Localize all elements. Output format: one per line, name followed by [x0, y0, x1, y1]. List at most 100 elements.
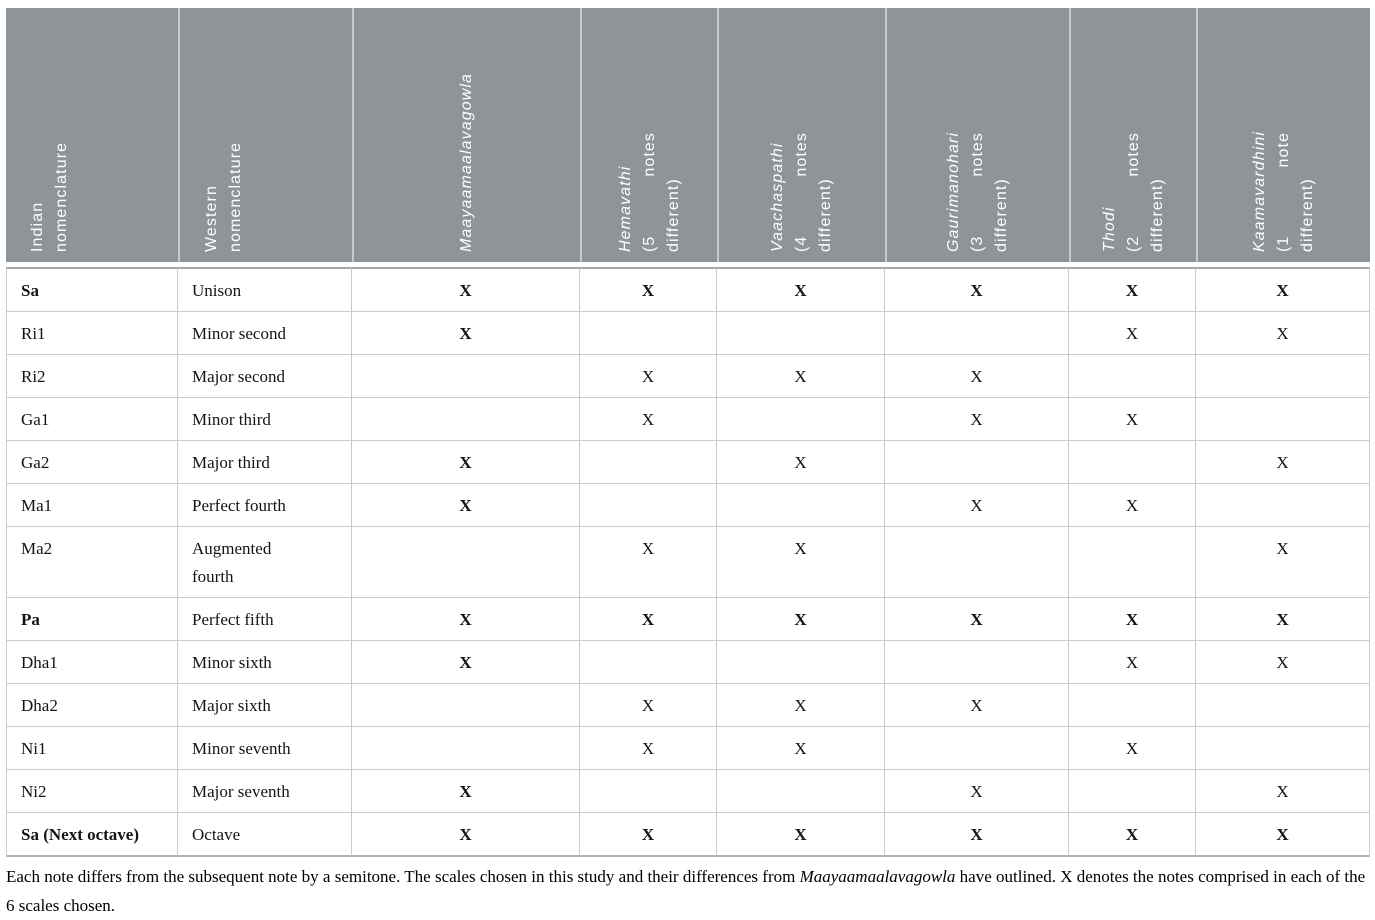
mark-cell-kaamavardhini — [1196, 398, 1370, 441]
mark-cell-thodi — [1069, 355, 1196, 398]
header-line: Gaurimanohari — [945, 131, 962, 252]
mark-cell-vaachaspathi — [717, 312, 885, 355]
mark-cell-kaamavardhini — [1196, 684, 1370, 727]
mark-cell-vaachaspathi: X — [717, 813, 885, 857]
mark-cell-maayaamaalavagowla: X — [352, 598, 580, 641]
mark-cell-gaurimanohari — [885, 312, 1069, 355]
mark-cell-vaachaspathi: X — [717, 598, 885, 641]
column-header-gaurimanohari: Gaurimanohari (3 notes different) — [885, 8, 1069, 262]
column-header-indian-nomenclature: Indian nomenclature — [6, 8, 178, 262]
mark-cell-thodi — [1069, 770, 1196, 813]
mark-cell-thodi — [1069, 441, 1196, 484]
mark-cell-maayaamaalavagowla — [352, 727, 580, 770]
column-header-text: Gaurimanohari (3 notes different) — [942, 132, 1014, 252]
western-name-cell: Major second — [178, 355, 352, 398]
mark-cell-hemavathi — [580, 441, 717, 484]
western-name-cell: Perfect fifth — [178, 598, 352, 641]
header-line: Western — [203, 185, 220, 252]
header-line: Hemavathi — [616, 165, 634, 252]
indian-note-cell: Ma2 — [6, 527, 178, 598]
header-line: Maayaamaalavagowla — [458, 72, 475, 252]
mark-cell-kaamavardhini: X — [1196, 441, 1370, 484]
mark-cell-hemavathi: X — [580, 684, 717, 727]
indian-note-cell: Ni2 — [6, 770, 178, 813]
column-header-text: Hemavathi (5 notes different) — [614, 132, 686, 252]
mark-cell-gaurimanohari: X — [885, 770, 1069, 813]
column-header-hemavathi: Hemavathi (5 notes different) — [580, 8, 717, 262]
mark-cell-vaachaspathi: X — [717, 527, 885, 598]
mark-cell-maayaamaalavagowla: X — [352, 813, 580, 857]
column-header-text: Indian nomenclature — [26, 117, 74, 252]
western-name-cell: Perfect fourth — [178, 484, 352, 527]
column-header-text: Thodi (2 notes different) — [1098, 132, 1170, 252]
header-line: Thodi — [1100, 206, 1118, 252]
mark-cell-gaurimanohari: X — [885, 355, 1069, 398]
column-header-western-nomenclature: Western nomenclature — [178, 8, 352, 262]
column-header-maayaamaalavagowla: Maayaamaalavagowla — [352, 8, 580, 262]
mark-cell-maayaamaalavagowla — [352, 398, 580, 441]
mark-cell-maayaamaalavagowla — [352, 355, 580, 398]
mark-cell-kaamavardhini — [1196, 355, 1370, 398]
mark-cell-hemavathi: X — [580, 598, 717, 641]
header-line: (3 notes — [969, 132, 986, 252]
mark-cell-thodi: X — [1069, 813, 1196, 857]
mark-cell-thodi: X — [1069, 641, 1196, 684]
mark-cell-vaachaspathi: X — [717, 727, 885, 770]
mark-cell-gaurimanohari: X — [885, 484, 1069, 527]
header-line: (4 notes — [793, 132, 810, 252]
mark-cell-hemavathi: X — [580, 267, 717, 312]
mark-cell-hemavathi — [580, 770, 717, 813]
mark-cell-gaurimanohari — [885, 527, 1069, 598]
western-name-cell: Minor seventh — [178, 727, 352, 770]
mark-cell-kaamavardhini: X — [1196, 527, 1370, 598]
mark-cell-vaachaspathi: X — [717, 441, 885, 484]
header-line: different) — [817, 178, 834, 252]
mark-cell-hemavathi: X — [580, 398, 717, 441]
mark-cell-vaachaspathi — [717, 484, 885, 527]
indian-note-cell: Ni1 — [6, 727, 178, 770]
caption-segment: Each note differs from the subsequent no… — [6, 867, 800, 886]
indian-note-cell: Ri1 — [6, 312, 178, 355]
header-line: (2 notes — [1124, 132, 1142, 252]
mark-cell-hemavathi — [580, 484, 717, 527]
indian-note-cell: Dha1 — [6, 641, 178, 684]
indian-note-cell: Ga2 — [6, 441, 178, 484]
mark-cell-hemavathi: X — [580, 355, 717, 398]
western-name-cell: Octave — [178, 813, 352, 857]
mark-cell-kaamavardhini: X — [1196, 312, 1370, 355]
header-line: (1 note — [1275, 132, 1292, 252]
mark-cell-vaachaspathi: X — [717, 684, 885, 727]
mark-cell-thodi: X — [1069, 598, 1196, 641]
caption-segment: Maayaamaalavagowla — [799, 867, 956, 886]
mark-cell-maayaamaalavagowla: X — [352, 312, 580, 355]
header-line: nomenclature — [227, 141, 244, 252]
mark-cell-thodi: X — [1069, 312, 1196, 355]
mark-cell-maayaamaalavagowla: X — [352, 441, 580, 484]
western-name-cell: Major sixth — [178, 684, 352, 727]
mark-cell-gaurimanohari: X — [885, 398, 1069, 441]
mark-cell-maayaamaalavagowla — [352, 527, 580, 598]
indian-note-cell: Sa — [6, 267, 178, 312]
mark-cell-gaurimanohari: X — [885, 267, 1069, 312]
mark-cell-thodi: X — [1069, 727, 1196, 770]
mark-cell-thodi — [1069, 527, 1196, 598]
western-name-cell: Major seventh — [178, 770, 352, 813]
header-line: Indian — [29, 201, 46, 252]
mark-cell-maayaamaalavagowla: X — [352, 641, 580, 684]
mark-cell-kaamavardhini: X — [1196, 641, 1370, 684]
mark-cell-thodi: X — [1069, 484, 1196, 527]
header-line: Vaachaspathi — [769, 142, 786, 252]
column-header-kaamavardhini: Kaamavardhini (1 note different) — [1196, 8, 1370, 262]
mark-cell-maayaamaalavagowla — [352, 684, 580, 727]
indian-note-cell: Ri2 — [6, 355, 178, 398]
western-name-cell: Unison — [178, 267, 352, 312]
mark-cell-gaurimanohari — [885, 441, 1069, 484]
header-line: different) — [993, 178, 1010, 252]
western-name-cell: Major third — [178, 441, 352, 484]
table-caption: Each note differs from the subsequent no… — [6, 862, 1370, 920]
column-header-text: Maayaamaalavagowla — [455, 37, 479, 252]
western-name-cell: Minor third — [178, 398, 352, 441]
mark-cell-hemavathi: X — [580, 527, 717, 598]
indian-note-cell: Sa (Next octave) — [6, 813, 178, 857]
column-header-text: Western nomenclature — [200, 117, 248, 252]
